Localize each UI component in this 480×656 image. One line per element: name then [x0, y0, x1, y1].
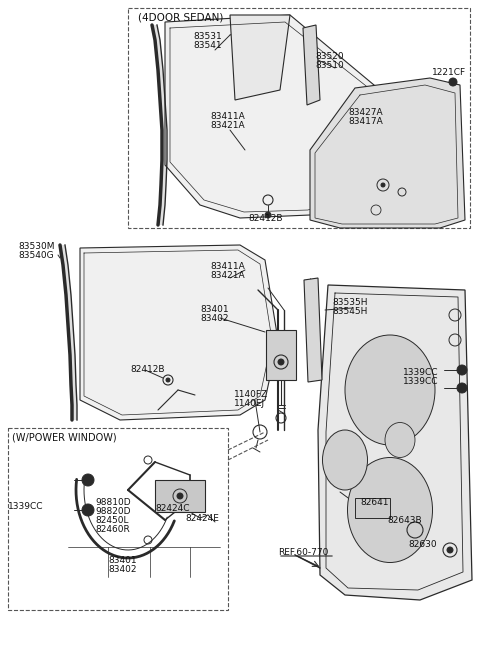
Text: 82643B: 82643B — [387, 516, 421, 525]
Polygon shape — [63, 265, 71, 295]
Ellipse shape — [348, 457, 432, 562]
Polygon shape — [318, 285, 472, 600]
Polygon shape — [266, 330, 296, 380]
Circle shape — [82, 504, 94, 516]
Circle shape — [447, 547, 453, 553]
Text: 82460R: 82460R — [95, 525, 130, 534]
Polygon shape — [162, 130, 167, 160]
Text: 83427A: 83427A — [348, 108, 383, 117]
Polygon shape — [303, 25, 320, 105]
Text: 82641: 82641 — [360, 498, 388, 507]
Text: 83520: 83520 — [315, 52, 344, 61]
Ellipse shape — [345, 335, 435, 445]
Text: 83411A: 83411A — [210, 112, 245, 121]
Text: 1140EJ: 1140EJ — [234, 399, 265, 408]
Circle shape — [82, 474, 94, 486]
Text: 83535H: 83535H — [332, 298, 368, 307]
Polygon shape — [160, 100, 167, 130]
Text: 82630: 82630 — [408, 540, 437, 549]
Text: 82412B: 82412B — [130, 365, 165, 374]
Text: 83402: 83402 — [200, 314, 228, 323]
Text: 83510: 83510 — [315, 61, 344, 70]
Bar — [355, 498, 390, 518]
Text: 83421A: 83421A — [210, 121, 245, 130]
Ellipse shape — [385, 422, 415, 457]
Polygon shape — [72, 405, 77, 420]
Text: 83411A: 83411A — [210, 262, 245, 271]
Text: 98810D: 98810D — [95, 498, 131, 507]
Text: REF.60-770: REF.60-770 — [278, 548, 328, 557]
Polygon shape — [152, 25, 160, 40]
Circle shape — [265, 212, 271, 218]
Circle shape — [278, 359, 284, 365]
Polygon shape — [66, 295, 73, 325]
Polygon shape — [161, 160, 167, 185]
Text: 1221CF: 1221CF — [432, 68, 466, 77]
Polygon shape — [60, 245, 68, 265]
Text: 82424E: 82424E — [185, 514, 219, 523]
Polygon shape — [68, 325, 75, 355]
Circle shape — [457, 383, 467, 393]
Text: 1339CC: 1339CC — [403, 368, 439, 377]
Polygon shape — [165, 15, 390, 218]
Bar — [155, 480, 205, 512]
Text: 83401: 83401 — [108, 556, 137, 565]
Text: 83531: 83531 — [193, 32, 222, 41]
Circle shape — [449, 78, 457, 86]
Text: 82450L: 82450L — [95, 516, 129, 525]
Bar — [128, 8, 470, 228]
Text: 82424C: 82424C — [155, 504, 190, 513]
Text: (4DOOR SEDAN): (4DOOR SEDAN) — [138, 12, 223, 22]
Polygon shape — [160, 185, 166, 205]
Polygon shape — [71, 385, 77, 405]
Text: 82412B: 82412B — [248, 214, 283, 223]
Polygon shape — [155, 40, 163, 70]
Text: 83417A: 83417A — [348, 117, 383, 126]
Bar — [8, 428, 228, 610]
Text: 83545H: 83545H — [332, 307, 367, 316]
Polygon shape — [158, 205, 165, 225]
Circle shape — [177, 493, 183, 499]
Polygon shape — [310, 78, 465, 228]
Text: 83530M: 83530M — [18, 242, 55, 251]
Text: 83540G: 83540G — [18, 251, 54, 260]
Polygon shape — [70, 355, 76, 385]
Text: 83541: 83541 — [193, 41, 222, 50]
Polygon shape — [304, 278, 322, 382]
Ellipse shape — [323, 430, 368, 490]
Text: 1339CC: 1339CC — [403, 377, 439, 386]
Text: (W/POWER WINDOW): (W/POWER WINDOW) — [12, 432, 117, 442]
Polygon shape — [230, 15, 290, 100]
Text: 83402: 83402 — [108, 565, 136, 574]
Text: 83401: 83401 — [200, 305, 228, 314]
Text: 1140FZ: 1140FZ — [234, 390, 268, 399]
Polygon shape — [158, 70, 165, 100]
Text: 98820D: 98820D — [95, 507, 131, 516]
Circle shape — [166, 378, 170, 382]
Circle shape — [381, 183, 385, 187]
Text: 83421A: 83421A — [210, 271, 245, 280]
Polygon shape — [80, 245, 278, 420]
Text: 1339CC: 1339CC — [8, 502, 44, 511]
Circle shape — [457, 365, 467, 375]
